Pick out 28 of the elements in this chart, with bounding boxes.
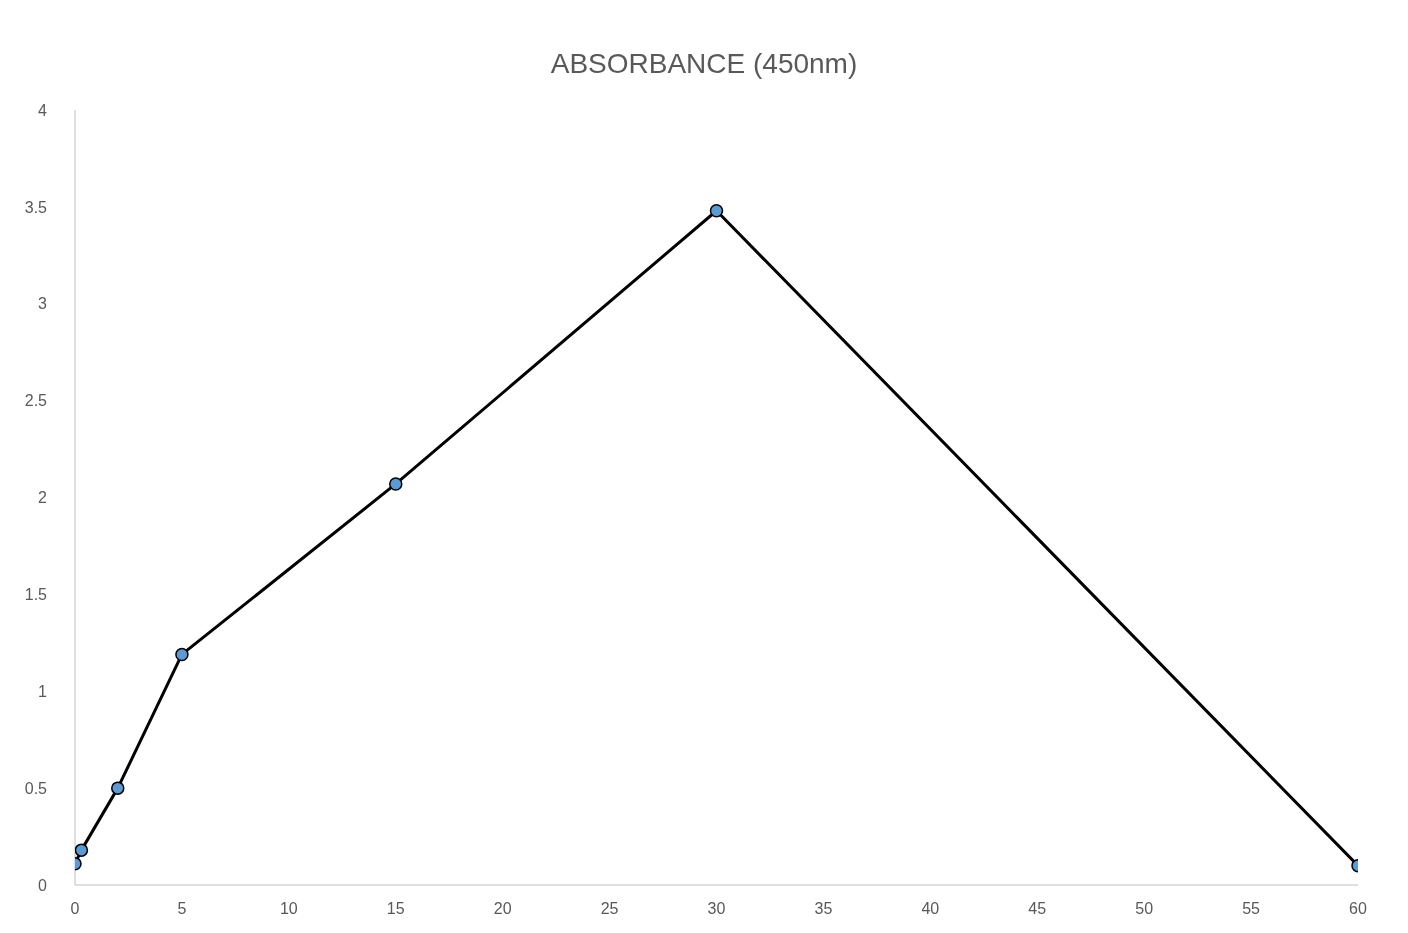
x-tick-label: 20 — [493, 900, 512, 918]
point — [175, 647, 189, 662]
chart-title: ABSORBANCE (450nm) — [549, 47, 859, 81]
y-tick-label: 0.5 — [24, 779, 48, 797]
y-tick-label: 4 — [38, 101, 48, 119]
x-tick-label: 10 — [279, 900, 298, 918]
y-tick-label: 3 — [38, 295, 48, 313]
x-tick-label: 0 — [70, 900, 80, 918]
x-tick-label: 15 — [386, 900, 405, 918]
point — [709, 204, 724, 218]
x-tick-label: 25 — [600, 900, 619, 918]
y-tick-label: 3.5 — [24, 198, 48, 216]
y-tick-label: 1 — [38, 682, 48, 700]
x-tick-label: 50 — [1135, 900, 1154, 918]
point — [111, 781, 125, 795]
y-tick-label: 1.5 — [24, 586, 48, 604]
x-tick-label: 35 — [814, 900, 833, 918]
x-tick-label: 60 — [1349, 900, 1367, 918]
x-tick-label: 40 — [921, 900, 940, 918]
x-tick-label: 5 — [177, 900, 187, 918]
y-tick-label: 2.5 — [24, 392, 48, 410]
y-tick-label: 2 — [38, 489, 48, 507]
point — [75, 843, 89, 857]
y-tick-label: 0 — [38, 876, 48, 894]
x-tick-label: 30 — [707, 900, 726, 918]
x-tick-label: 45 — [1028, 900, 1047, 918]
x-tick-label: 55 — [1242, 900, 1261, 918]
point — [389, 477, 403, 491]
